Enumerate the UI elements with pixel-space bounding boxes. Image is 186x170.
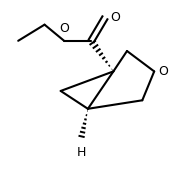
Text: O: O	[59, 22, 69, 35]
Text: O: O	[158, 65, 168, 78]
Text: H: H	[76, 146, 86, 159]
Text: O: O	[110, 11, 120, 24]
